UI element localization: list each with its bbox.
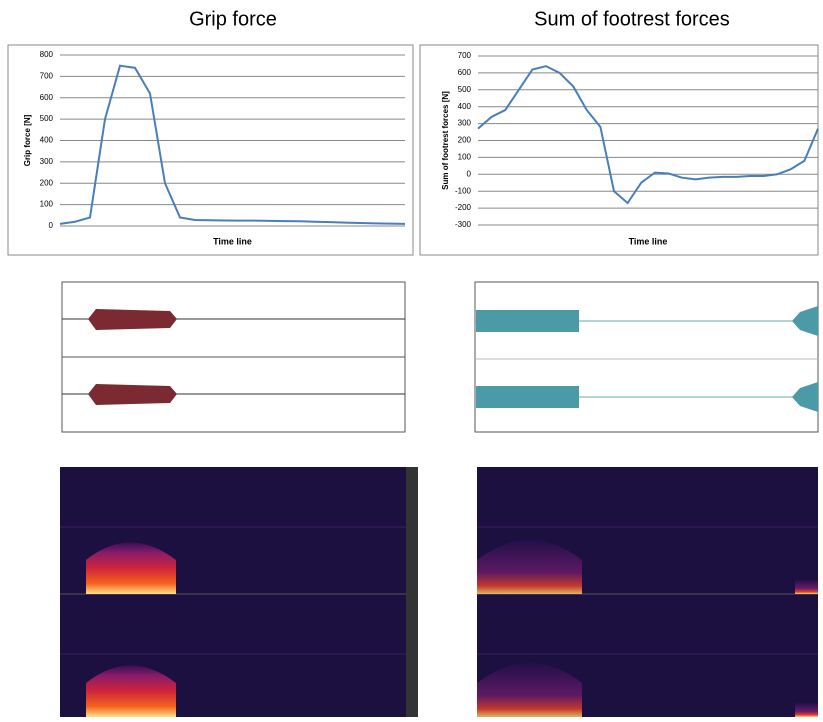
y-axis-label: Sum of footrest forces [N] (441, 91, 450, 190)
y-tick-label: 200 (40, 178, 54, 187)
y-tick-label: 0 (49, 221, 54, 230)
data-line (477, 65, 819, 205)
waveform-left (61, 281, 406, 433)
waveform-right (474, 281, 819, 433)
x-axis-label: Time line (629, 236, 668, 246)
y-tick-label: 300 (40, 157, 54, 166)
y-tick-label: -300 (455, 220, 472, 229)
y-tick-label: 800 (40, 50, 54, 59)
y-tick-label: 700 (40, 71, 54, 80)
x-axis-label: Time line (213, 236, 252, 246)
spectrogram-left (60, 467, 418, 717)
y-tick-label: 700 (458, 51, 472, 60)
chart-title: Grip force (189, 8, 277, 30)
chart-frame (419, 44, 819, 256)
chart-title: Sum of footrest forces (534, 8, 730, 30)
y-tick-label: -100 (455, 186, 472, 195)
y-tick-label: 400 (40, 136, 54, 145)
y-tick-label: 400 (458, 102, 472, 111)
y-tick-label: 600 (458, 68, 472, 77)
y-tick-label: 500 (458, 85, 472, 94)
y-tick-label: 500 (40, 114, 54, 123)
y-tick-label: 100 (40, 200, 54, 209)
y-tick-label: 300 (458, 119, 472, 128)
y-tick-label: 100 (458, 153, 472, 162)
y-tick-label: 0 (467, 169, 472, 178)
y-tick-label: 600 (40, 93, 54, 102)
data-line (59, 64, 406, 225)
y-axis-label: Grip force [N] (23, 114, 32, 166)
y-tick-label: 200 (458, 136, 472, 145)
line-chart: Sum of footrest forces -300 -200 -100 0 100 20… (419, 8, 819, 256)
y-tick-label: -200 (455, 203, 472, 212)
spectrogram-right (477, 467, 818, 717)
line-chart: Grip force 0 100 200 300 400 500 600 700 800 Grip … (7, 8, 414, 256)
